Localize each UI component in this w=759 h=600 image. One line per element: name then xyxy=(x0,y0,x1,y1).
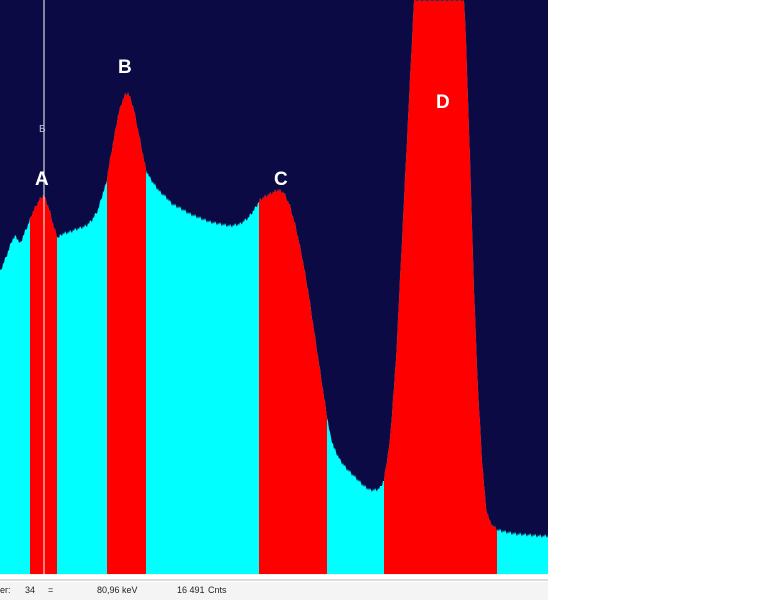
peak-label-b: B xyxy=(118,57,132,78)
spectrum-display[interactable]: B A B C D xyxy=(0,0,548,574)
status-bar-fields xyxy=(0,582,548,600)
energy-value: 80,96 xyxy=(97,585,120,595)
counts-unit: Cnts xyxy=(208,585,227,595)
status-bar-separator xyxy=(0,579,548,581)
blank-area xyxy=(548,0,759,600)
counts-value: 16 491 xyxy=(177,585,205,595)
roi-d[interactable] xyxy=(384,0,497,574)
roi-c[interactable] xyxy=(259,189,327,574)
roi-b[interactable] xyxy=(107,92,146,574)
peak-label-a: A xyxy=(35,169,49,190)
status-field-value: 34 xyxy=(25,585,36,595)
roi-regions xyxy=(30,0,497,574)
spectrum-plot[interactable]: B A B C D xyxy=(0,0,548,574)
status-bar: er: 34 = 80,96 keV 16 491 Cnts xyxy=(0,574,548,600)
peak-label-c: C xyxy=(274,169,288,190)
energy-unit: keV xyxy=(122,585,138,595)
peak-label-d: D xyxy=(436,92,450,113)
status-field-label: er: xyxy=(0,585,11,595)
status-separator: = xyxy=(48,585,54,595)
cursor-marker-label: B xyxy=(39,124,46,135)
